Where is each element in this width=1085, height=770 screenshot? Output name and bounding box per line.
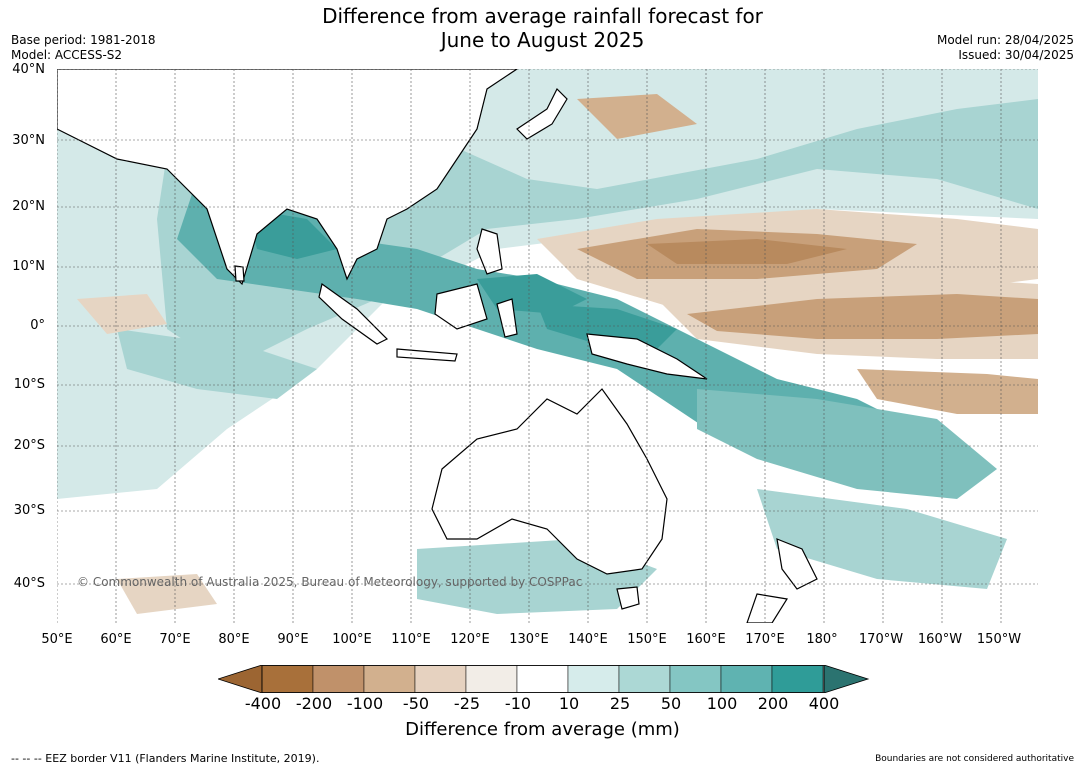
colorbar-title: Difference from average (mm) [405, 719, 680, 740]
colorbar-swatch [261, 665, 314, 693]
japan-landmass [516, 87, 568, 140]
lon-label-160e: 160°E [686, 632, 726, 647]
lon-label-120e: 120°E [450, 632, 490, 647]
colorbar-extend-high [823, 665, 870, 693]
base-period-text: Base period: 1981-2018 [11, 33, 156, 47]
lon-label-150e: 150°E [627, 632, 667, 647]
lon-label-90e: 90°E [277, 632, 309, 647]
lon-label-80e: 80°E [218, 632, 250, 647]
dry-south-pacific [857, 369, 1038, 414]
cb-tick-11: 400 [808, 694, 840, 713]
cb-tick-2: -100 [346, 694, 384, 713]
model-run-text: Model run: 28/04/2025 [936, 33, 1074, 47]
cb-tick-10: 200 [757, 694, 789, 713]
cb-tick-5: -10 [504, 694, 532, 713]
wet-south-pacific [757, 489, 1007, 589]
land-outlines [57, 69, 818, 623]
cb-tick-3: -50 [402, 694, 430, 713]
meta-left: Base period: 1981-2018 Model: ACCESS-S2 [11, 33, 156, 63]
lon-label-150w: 150°W [976, 632, 1022, 647]
title-line-2: June to August 2025 [440, 28, 645, 52]
graticule [57, 69, 1038, 623]
lon-label-50e: 50°E [41, 632, 73, 647]
lon-label-60e: 60°E [100, 632, 132, 647]
new-guinea-landmass [586, 333, 708, 380]
colorbar-swatch [669, 665, 722, 693]
colorbar-swatch [465, 665, 518, 693]
dry-moderate-equatorial [687, 294, 1038, 339]
lon-label-130e: 130°E [509, 632, 549, 647]
cb-tick-8: 50 [660, 694, 682, 713]
australia-landmass [431, 388, 668, 575]
rainfall-map [57, 69, 1038, 623]
colorbar-swatch [567, 665, 620, 693]
map-canvas [57, 69, 1038, 623]
lat-label-20n: 20°N [12, 199, 45, 214]
lat-label-0: 0° [30, 318, 45, 333]
wet-indian-south [117, 329, 317, 399]
colorbar-swatches [261, 665, 824, 693]
colorbar-frame [261, 665, 825, 693]
colorbar-extend-low [218, 665, 263, 693]
lon-label-110e: 110°E [391, 632, 431, 647]
wet-very-strong-core [247, 209, 677, 349]
tasmania-landmass [616, 586, 640, 610]
lon-label-170e: 170°E [745, 632, 785, 647]
dry-ne-corner [577, 94, 697, 139]
colorbar-swatch [720, 665, 773, 693]
title-line-1: Difference from average rainfall forecas… [322, 4, 763, 28]
new-zealand-landmass [746, 538, 818, 623]
sumatra-landmass [318, 282, 389, 345]
model-text: Model: ACCESS-S2 [11, 48, 123, 62]
colorbar-swatch [618, 665, 671, 693]
lon-label-160w: 160°W [917, 632, 963, 647]
lon-label-70e: 70°E [159, 632, 191, 647]
cb-tick-0: -400 [244, 694, 282, 713]
wet-sw-pacific [697, 389, 997, 499]
cb-tick-6: 10 [558, 694, 580, 713]
eez-note: -- -- -- EEZ border V11 (Flanders Marine… [11, 752, 320, 765]
lat-label-30s: 30°S [13, 503, 45, 518]
colorbar-swatch [516, 665, 569, 693]
copyright-text: © Commonwealth of Australia 2025, Bureau… [77, 575, 583, 589]
lat-label-10n: 10°N [12, 259, 45, 274]
philippines-landmass [476, 228, 503, 275]
cb-tick-4: -25 [453, 694, 481, 713]
colorbar-swatch [312, 665, 365, 693]
lat-label-40n: 40°N [12, 62, 45, 77]
boundaries-note: Boundaries are not considered authoritat… [875, 754, 1074, 764]
lat-label-30n: 30°N [12, 133, 45, 148]
chart-title: Difference from average rainfall forecas… [0, 4, 1085, 52]
colorbar-swatch [414, 665, 467, 693]
meta-right: Model run: 28/04/2025 Issued: 30/04/2025 [937, 33, 1074, 63]
colorbar [218, 665, 870, 693]
lon-label-180: 180° [806, 632, 838, 647]
cb-tick-1: -200 [295, 694, 333, 713]
colorbar-swatch [771, 665, 824, 693]
borneo-landmass [434, 283, 488, 330]
colorbar-swatch [363, 665, 416, 693]
lat-label-10s: 10°S [13, 377, 45, 392]
cb-tick-7: 25 [609, 694, 631, 713]
lon-label-140e: 140°E [568, 632, 608, 647]
lat-label-40s: 40°S [13, 576, 45, 591]
cb-tick-9: 100 [706, 694, 738, 713]
lon-label-170w: 170°W [858, 632, 904, 647]
dry-strong-north-pacific [647, 239, 847, 264]
lat-label-20s: 20°S [13, 438, 45, 453]
issued-text: Issued: 30/04/2025 [958, 48, 1074, 62]
java-landmass [396, 348, 458, 362]
lon-label-100e: 100°E [332, 632, 372, 647]
sri-lanka-landmass [234, 265, 245, 282]
dry-indian-west [77, 294, 167, 334]
